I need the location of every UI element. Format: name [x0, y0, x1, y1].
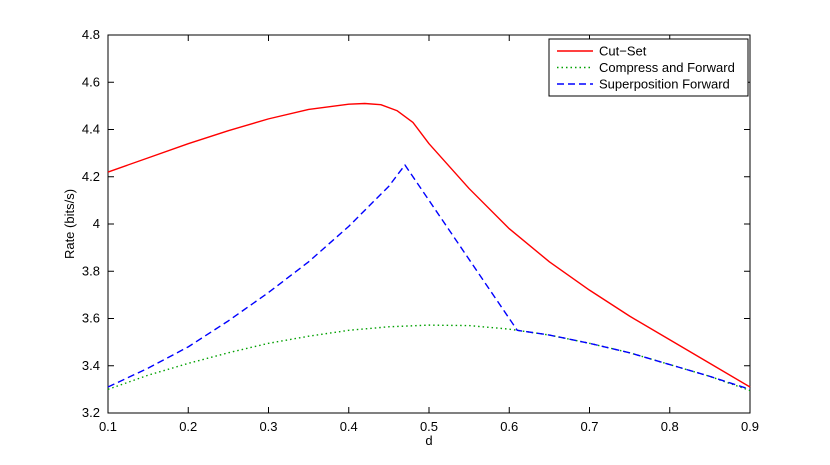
axis-ticks: 0.1 0.2 0.3 0.4 0.5 0.6 0.7 0.8 0.9 3.2 3.4 3.6 3.8 4…: [82, 27, 759, 434]
y-tick-label: 4.2: [82, 169, 100, 184]
x-axis-label: d: [425, 433, 432, 448]
y-tick-label: 4: [93, 216, 100, 231]
legend-label-1: Cut−Set: [599, 44, 647, 59]
x-tick-label: 0.9: [741, 419, 759, 434]
legend-box: [548, 38, 749, 97]
x-tick-label: 0.8: [661, 419, 679, 434]
series-line-3: [107, 164, 751, 391]
series-line-2: [107, 324, 751, 392]
y-tick-label: 3.8: [82, 263, 100, 278]
y-tick-label: 4.6: [82, 74, 100, 89]
x-tick-label: 0.7: [580, 419, 598, 434]
x-tick-label: 0.5: [420, 419, 438, 434]
x-tick-label: 0.2: [179, 419, 197, 434]
y-tick-label: 4.4: [82, 122, 100, 137]
x-tick-label: 0.3: [259, 419, 277, 434]
legend-label-2: Compress and Forward: [599, 60, 735, 75]
y-tick-label: 3.2: [82, 405, 100, 420]
y-tick-label: 3.6: [82, 311, 100, 326]
y-tick-label: 4.8: [82, 27, 100, 42]
y-tick-label: 3.4: [82, 358, 100, 373]
x-tick-label: 0.4: [340, 419, 358, 434]
series-line-1: [107, 102, 751, 388]
series-layer: [107, 102, 751, 392]
x-tick-label: 0.6: [500, 419, 518, 434]
x-tick-label: 0.1: [99, 419, 117, 434]
legend-label-3: Superposition Forward: [599, 77, 730, 92]
y-axis-label: Rate (bits/s): [62, 189, 77, 259]
